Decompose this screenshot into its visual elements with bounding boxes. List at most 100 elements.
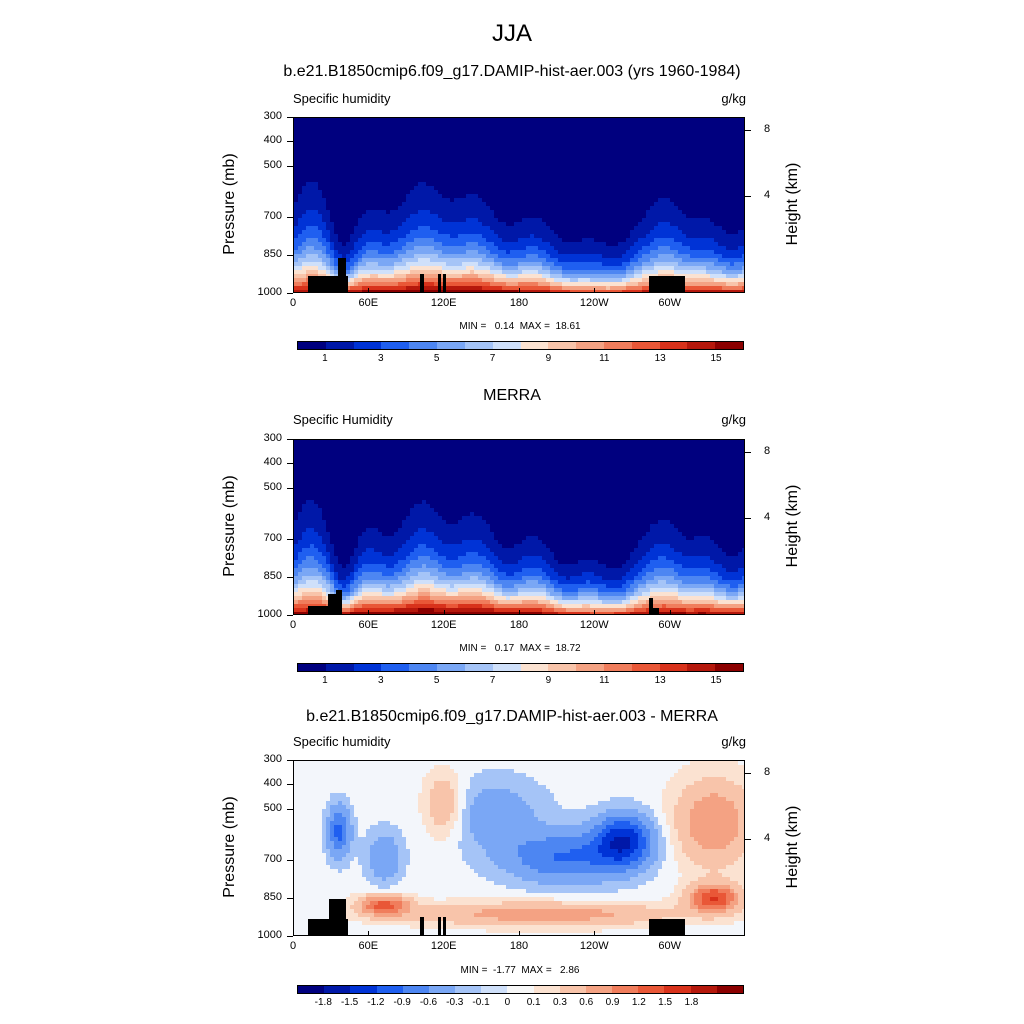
pressure-tick-label: 300: [263, 432, 282, 444]
colorbar-swatch: [520, 664, 549, 671]
height-tick-label: 8: [764, 766, 771, 778]
longitude-tick: [368, 288, 370, 293]
longitude-tick-label: 120E: [430, 297, 457, 309]
longitude-tick: [519, 931, 520, 936]
longitude-tick-label: 0: [289, 619, 297, 631]
colorbar-swatch: [664, 986, 691, 993]
colorbar-swatch: [576, 664, 604, 671]
pressure-tick-label: 400: [263, 456, 282, 468]
panel-2-units-label: g/kg: [721, 412, 746, 427]
pressure-tick-label: 400: [263, 777, 282, 789]
pressure-tick: [287, 809, 293, 810]
colorbar-swatch: [492, 664, 521, 671]
colorbar-swatch: [376, 986, 403, 993]
pressure-tick-label: 1000: [257, 286, 282, 298]
terrain-mask: [438, 274, 441, 292]
pressure-tick: [287, 760, 293, 761]
height-axis-title: Height (km): [784, 484, 801, 568]
colorbar-label: 0: [504, 997, 511, 1008]
panel-3-colorbar: [297, 985, 744, 994]
longitude-tick: [669, 931, 671, 936]
colorbar-label: 9: [545, 353, 552, 364]
longitude-tick-label: 0: [289, 940, 297, 952]
colorbar-swatch: [548, 342, 577, 349]
colorbar-swatch: [687, 342, 716, 349]
colorbar-swatch: [659, 664, 688, 671]
pressure-tick: [287, 898, 293, 899]
longitude-tick-label: 180: [509, 297, 529, 309]
colorbar-swatch: [520, 342, 549, 349]
height-tick-label: 8: [764, 123, 771, 135]
panel-2-stats: MIN = 0.17 MAX = 18.72: [459, 643, 581, 654]
pressure-tick-label: 850: [263, 891, 282, 903]
height-tick: [745, 773, 751, 774]
pressure-tick: [287, 217, 293, 218]
colorbar-swatch: [548, 664, 577, 671]
colorbar-label: 9: [545, 675, 552, 686]
colorbar-swatch: [585, 986, 613, 993]
pressure-tick: [287, 141, 293, 142]
colorbar-label: 15: [710, 353, 722, 364]
panel-2-field-svg: [294, 440, 744, 614]
panel-1-title: b.e21.B1850cmip6.f09_g17.DAMIP-hist-aer.…: [283, 63, 741, 80]
pressure-tick-label: 500: [263, 802, 282, 814]
longitude-tick-label: 120W: [579, 297, 609, 309]
colorbar-label: 1: [322, 675, 328, 686]
longitude-tick-label: 60W: [658, 619, 681, 631]
colorbar-swatch: [603, 664, 632, 671]
pressure-tick-label: 850: [263, 570, 282, 582]
panel-1-stats: MIN = 0.14 MAX = 18.61: [459, 321, 581, 332]
terrain-mask: [443, 274, 446, 292]
colorbar-swatch: [353, 664, 382, 671]
longitude-tick: [443, 931, 445, 936]
colorbar-label: 5: [433, 675, 440, 686]
colorbar-swatch: [492, 342, 521, 349]
terrain-mask: [329, 899, 346, 935]
longitude-tick-label: 180: [509, 619, 529, 631]
colorbar-swatch: [631, 342, 660, 349]
longitude-tick: [293, 610, 294, 615]
pressure-tick-label: 300: [263, 753, 282, 765]
longitude-tick: [594, 610, 596, 615]
terrain-mask: [336, 590, 342, 614]
panel-2-variable-label: Specific Humidity: [293, 412, 393, 427]
panel-1-contour-fill: [294, 118, 744, 292]
colorbar-swatch: [612, 986, 639, 993]
height-tick: [745, 452, 751, 453]
pressure-tick-label: 1000: [257, 929, 282, 941]
pressure-tick: [287, 784, 293, 785]
main-title: JJA: [491, 20, 532, 47]
longitude-tick: [594, 288, 596, 293]
colorbar-swatch: [631, 664, 660, 671]
height-tick: [745, 130, 751, 131]
pressure-tick-label: 400: [263, 134, 282, 146]
colorbar-label: 0.6: [579, 997, 594, 1008]
longitude-tick: [293, 288, 294, 293]
colorbar-label: -0.6: [419, 997, 438, 1008]
colorbar-swatch: [350, 986, 377, 993]
panel-2-contour-fill: [294, 440, 744, 614]
pressure-tick-label: 700: [263, 210, 282, 222]
terrain-mask: [420, 274, 424, 292]
colorbar-swatch: [428, 986, 456, 993]
colorbar-label: 0.1: [526, 997, 541, 1008]
panel-3-variable-label: Specific humidity: [293, 734, 391, 749]
colorbar-swatch: [298, 342, 326, 349]
colorbar-label: -0.9: [393, 997, 411, 1008]
colorbar-label: 0.9: [605, 997, 620, 1008]
longitude-tick-label: 180: [509, 940, 529, 952]
colorbar-swatch: [381, 664, 410, 671]
pressure-tick: [287, 439, 293, 440]
colorbar-label: 1.8: [684, 997, 699, 1008]
pressure-tick: [287, 577, 293, 578]
pressure-tick-label: 1000: [257, 608, 282, 620]
terrain-mask: [438, 917, 441, 935]
colorbar-swatch: [481, 986, 508, 993]
longitude-tick-label: 60W: [658, 940, 681, 952]
colorbar-label: 11: [599, 353, 610, 364]
pressure-tick: [287, 166, 293, 167]
longitude-tick: [594, 931, 596, 936]
longitude-tick-label: 0: [289, 297, 297, 309]
colorbar-swatch: [659, 342, 688, 349]
height-tick: [745, 839, 751, 840]
